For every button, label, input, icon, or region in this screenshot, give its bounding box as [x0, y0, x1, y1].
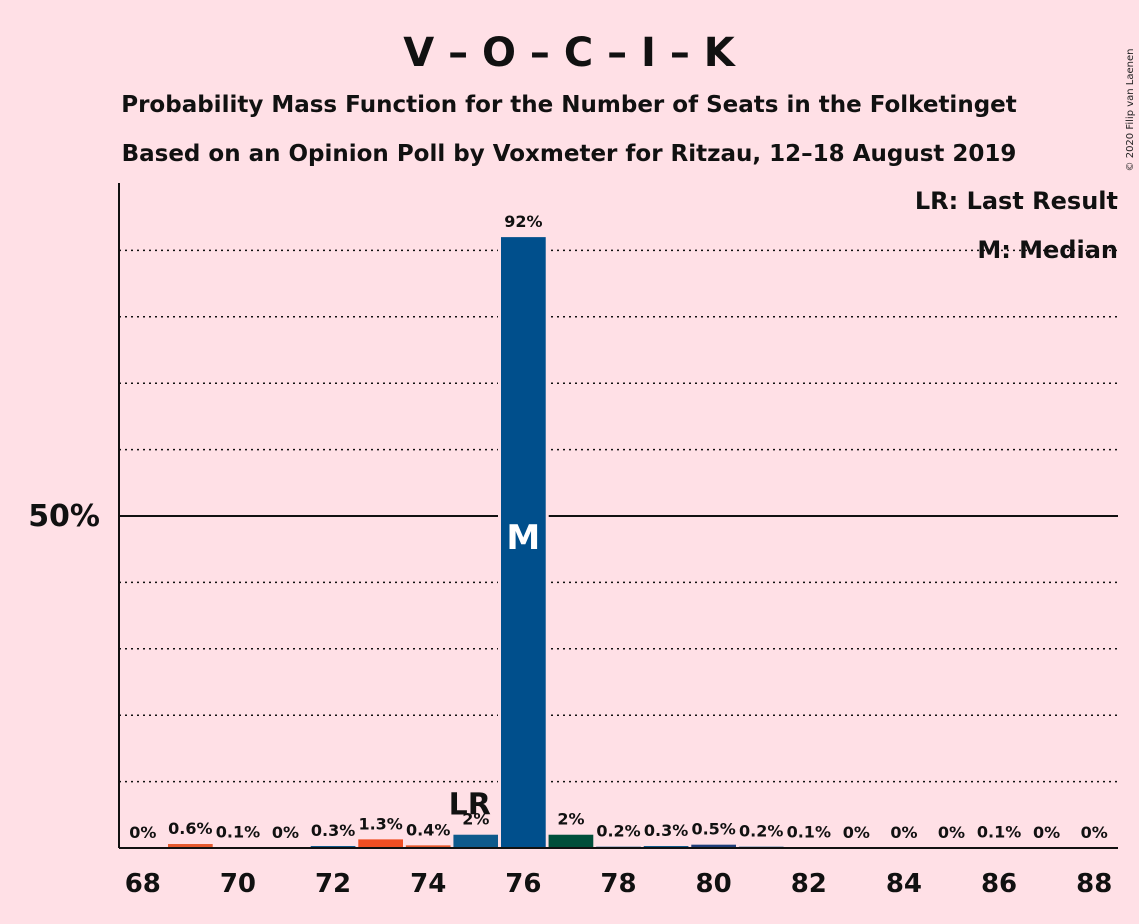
data-label-68: 0%	[129, 823, 156, 842]
data-label-84: 0%	[890, 823, 917, 842]
data-label-73: 1.3%	[358, 814, 402, 833]
x-tick-86: 86	[981, 869, 1017, 899]
data-label-71: 0%	[272, 823, 299, 842]
x-tick-80: 80	[696, 869, 732, 899]
x-tick-76: 76	[505, 869, 541, 899]
data-label-78: 0.2%	[596, 822, 640, 841]
gridlines	[119, 249, 1118, 783]
copyright-text: © 2020 Filip van Laenen	[1125, 49, 1136, 172]
data-label-83: 0%	[843, 823, 870, 842]
data-label-72: 0.3%	[311, 821, 355, 840]
x-tick-88: 88	[1076, 869, 1112, 899]
data-label-77: 2%	[557, 810, 584, 829]
chart-title: V – O – C – I – K	[403, 30, 737, 76]
bar-74	[405, 845, 451, 848]
data-label-86: 0.1%	[977, 822, 1021, 841]
bar-75	[453, 834, 499, 848]
bar-80	[691, 844, 737, 848]
x-tick-74: 74	[410, 869, 446, 899]
x-tick-72: 72	[315, 869, 351, 899]
data-label-87: 0%	[1033, 823, 1060, 842]
data-label-81: 0.2%	[739, 822, 783, 841]
legend-last-result: LR: Last Result	[915, 187, 1118, 215]
bar-69	[167, 844, 213, 848]
data-label-80: 0.5%	[691, 820, 735, 839]
median-marker: M	[506, 518, 540, 558]
x-tick-78: 78	[600, 869, 636, 899]
data-label-76: 92%	[504, 212, 542, 231]
x-tick-70: 70	[220, 869, 256, 899]
data-label-88: 0%	[1081, 823, 1108, 842]
bar-73	[358, 839, 404, 848]
x-tick-84: 84	[886, 869, 922, 899]
x-axis-ticks: 68 70 72 74 76 78 80 82 84 86 88	[125, 869, 1113, 899]
data-label-79: 0.3%	[644, 821, 688, 840]
data-label-75: 2%	[462, 810, 489, 829]
chart-subtitle-poll: Based on an Opinion Poll by Voxmeter for…	[122, 141, 1017, 167]
data-label-70: 0.1%	[216, 822, 260, 841]
legend-median: M: Median	[977, 236, 1118, 264]
x-tick-68: 68	[125, 869, 161, 899]
last-result-marker: LR	[449, 788, 491, 823]
bar-76	[500, 237, 546, 848]
chart-subtitle: Probability Mass Function for the Number…	[121, 92, 1017, 118]
data-label-85: 0%	[938, 823, 965, 842]
data-label-82: 0.1%	[787, 822, 831, 841]
data-label-74: 0.4%	[406, 820, 450, 839]
y-tick-50: 50%	[28, 499, 100, 534]
bar-77	[548, 834, 594, 848]
bars	[167, 234, 1022, 848]
x-tick-82: 82	[791, 869, 827, 899]
data-label-69: 0.6%	[168, 819, 212, 838]
